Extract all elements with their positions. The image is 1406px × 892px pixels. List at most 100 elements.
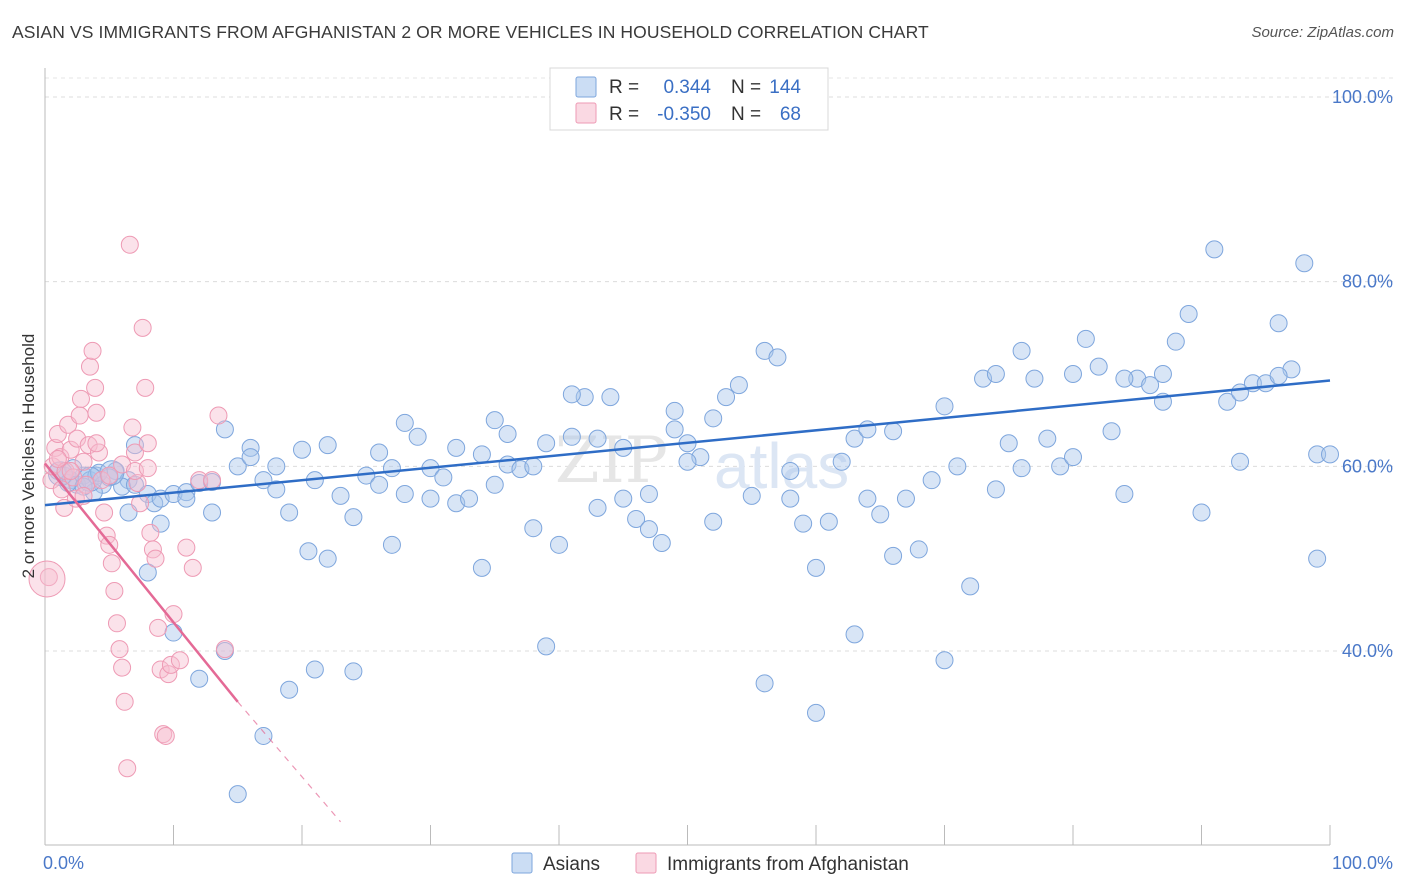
asians-point [1141, 376, 1160, 395]
afghanistan-point [203, 471, 222, 490]
asians-point [241, 448, 260, 467]
y-axis-title: 2 or more Vehicles in Household [19, 334, 38, 579]
legend-r-value-afghanistan: -0.350 [657, 104, 711, 125]
asians-point [858, 489, 877, 508]
asians-point [1115, 485, 1134, 504]
asians-point [665, 420, 684, 439]
asians-point [1064, 365, 1082, 383]
x-tick-label-min: 0.0% [43, 853, 84, 873]
asians-point [961, 577, 980, 596]
afghanistan-point [183, 558, 202, 577]
afghanistan-point [118, 759, 137, 778]
asians-point [601, 388, 620, 407]
asians-point [1179, 304, 1198, 323]
watermark-atlas: atlas [714, 430, 849, 502]
afghanistan-point [138, 459, 157, 478]
bottom-legend-label-afghanistan: Immigrants from Afghanistan [667, 854, 909, 875]
afghanistan-point [48, 425, 67, 444]
asians-point [1218, 392, 1237, 411]
asians-point [408, 427, 427, 446]
asians-point [125, 475, 144, 494]
asians-point [537, 637, 556, 656]
asians-point [845, 429, 864, 448]
asians-point [884, 546, 903, 565]
afghanistan-point [215, 640, 234, 659]
afghanistan-point [51, 448, 70, 467]
afghanistan-point [100, 466, 119, 485]
asians-point [884, 422, 903, 441]
asians-point [395, 485, 414, 504]
asians-point [267, 480, 286, 499]
series-asians-points [47, 240, 1339, 804]
asians-point [1321, 445, 1339, 464]
asians-point [1012, 341, 1031, 360]
grid-lines [45, 77, 1393, 652]
asians-point [678, 452, 697, 471]
asians-point [819, 512, 838, 531]
afghanistan-point [133, 318, 152, 337]
asians-point [845, 625, 864, 644]
asians-point [460, 489, 479, 508]
asians-point [1231, 452, 1250, 471]
legend-r-value-asians: 0.344 [663, 77, 711, 98]
legend-n-value-asians: 144 [769, 77, 801, 98]
afghanistan-point [95, 503, 114, 522]
asians-point [421, 489, 440, 508]
asians-point [472, 445, 491, 464]
afghanistan-point [136, 378, 155, 397]
asians-point [588, 429, 607, 448]
afghanistan-point [141, 523, 160, 542]
asians-point [228, 785, 247, 804]
afghanistan-point [71, 389, 90, 408]
afghanistan-point [52, 480, 71, 499]
afghanistan-point [128, 473, 147, 492]
chart-title: ASIAN VS IMMIGRANTS FROM AFGHANISTAN 2 O… [12, 22, 929, 42]
afghanistan-point [79, 436, 98, 455]
watermark: ZIP atlas [555, 424, 849, 502]
asians-point [280, 503, 299, 522]
asians-point [434, 468, 453, 487]
afghanistan-point [70, 406, 89, 425]
afghanistan-point [61, 440, 80, 459]
asians-point [280, 680, 299, 699]
asians-point [1076, 329, 1095, 348]
legend-swatch-asians [575, 76, 597, 98]
asians-point [986, 480, 1005, 499]
asians-point [639, 520, 658, 539]
afghanistan-point [146, 549, 165, 568]
afghanistan-trend-line [44, 462, 239, 703]
afghanistan-point [113, 658, 132, 677]
afghanistan-point [107, 614, 126, 633]
asians-point [858, 420, 877, 439]
asians-point [344, 662, 363, 681]
asians-point [498, 425, 517, 444]
asians-point [164, 623, 183, 642]
legend-r-label-asians: R = [609, 77, 639, 98]
asians-point [729, 376, 748, 395]
asians-point [781, 489, 800, 508]
afghanistan-point [28, 560, 66, 598]
afghanistan-point [83, 341, 102, 360]
afghanistan-point [209, 406, 228, 425]
asians-point [704, 512, 723, 531]
legend-swatch-afghanistan [575, 102, 597, 124]
asians-point [1308, 549, 1327, 568]
axes [44, 68, 1331, 846]
bottom-legend: Asians Immigrants from Afghanistan [511, 852, 909, 875]
asians-point [524, 519, 543, 538]
afghanistan-trend-extension [237, 701, 342, 823]
asians-point [1269, 314, 1288, 333]
asians-point [1064, 448, 1082, 467]
afghanistan-point [138, 434, 157, 453]
bottom-legend-swatch-asians [511, 852, 533, 874]
legend-r-label-afghanistan: R = [609, 104, 639, 125]
asians-point [331, 486, 350, 505]
asians-point [742, 486, 761, 505]
asians-point [254, 726, 273, 745]
asians-point [781, 461, 800, 480]
bottom-legend-swatch-afghanistan [635, 852, 657, 874]
asians-point [190, 669, 209, 688]
afghanistan-point [87, 403, 106, 422]
asians-point [922, 471, 941, 490]
